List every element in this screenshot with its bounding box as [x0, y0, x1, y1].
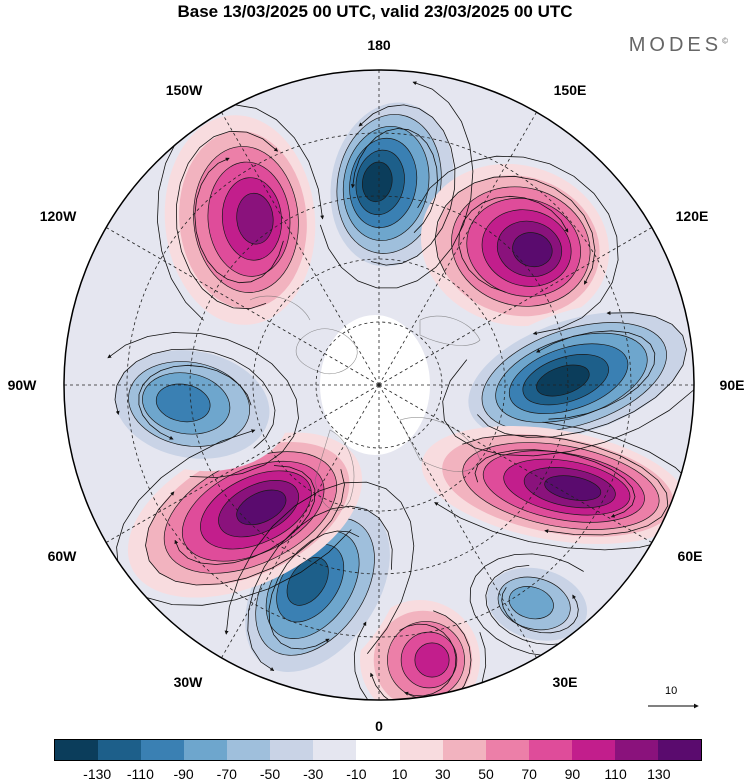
lon-label-60e: 60E: [677, 548, 703, 564]
streamline: [224, 481, 415, 655]
streamline: [477, 311, 687, 438]
lon-label-60w: 60W: [47, 548, 77, 564]
streamline: [417, 155, 619, 336]
meridian-line: [378, 227, 652, 386]
streamline: [175, 130, 279, 310]
colorbar-tick-label: -90: [173, 766, 194, 782]
streamline: [442, 313, 694, 457]
lon-label-150w: 150W: [165, 82, 203, 98]
colorbar-tick-label: -130: [83, 766, 112, 782]
colorbar-cell: [528, 740, 572, 760]
colorbar-cell: [356, 740, 400, 760]
meridian-line: [221, 384, 380, 658]
colorbar-cell: [227, 740, 271, 760]
meridian-line: [221, 112, 380, 386]
map-title: Base 13/03/2025 00 UTC, valid 23/03/2025…: [177, 2, 573, 21]
colorbar-cell: [657, 740, 701, 760]
colorbar-cell: [571, 740, 615, 760]
positive-anomaly: [164, 115, 316, 325]
lon-label-180: 180: [367, 37, 391, 53]
colorbar-tick-label: -110: [126, 766, 154, 782]
colorbar-tick-label: 30: [435, 766, 451, 782]
lon-label-0: 0: [375, 718, 383, 734]
streamline: [501, 587, 579, 634]
streamline: [107, 332, 299, 478]
negative-anomaly: [476, 558, 604, 652]
colorbar-tick-label: 70: [521, 766, 537, 782]
meridian-line: [106, 384, 380, 543]
lon-label-90e: 90E: [719, 377, 745, 393]
lon-label-150e: 150E: [553, 82, 587, 98]
colorbar-cell: [98, 740, 142, 760]
streamline: [462, 434, 669, 536]
streamline: [114, 348, 276, 449]
colorbar-cell: [614, 740, 658, 760]
colorbar-tick-label: 110: [604, 766, 627, 782]
streamline: [268, 530, 360, 650]
streamline: [319, 81, 474, 289]
lon-label-90w: 90W: [7, 377, 37, 393]
positive-anomaly: [127, 432, 363, 598]
meridian-line: [106, 227, 380, 386]
colorbar-tick-label: 50: [478, 766, 494, 782]
modes-logo: MODES©: [628, 34, 728, 56]
colorbar-cell: [399, 740, 443, 760]
colorbar-tick-label: 10: [391, 766, 408, 782]
streamline: [247, 505, 393, 671]
streamline: [434, 175, 596, 285]
lon-label-120e: 120E: [675, 208, 709, 224]
streamline: [458, 195, 569, 293]
streamline: [194, 157, 284, 284]
coastline: [295, 328, 358, 374]
streamline: [474, 449, 636, 518]
colorbar-cell: [55, 740, 99, 760]
colorbar-cell: [313, 740, 357, 760]
colorbar-tick-label: -70: [216, 766, 237, 782]
colorbar-tick-label: -10: [346, 766, 367, 782]
colorbar-tick-label: 90: [564, 766, 581, 782]
positive-anomaly: [421, 425, 689, 545]
streamline: [536, 330, 656, 420]
colorbar-cell: [485, 740, 529, 760]
coastline: [249, 295, 311, 321]
lon-label-30w: 30W: [173, 674, 203, 690]
positive-anomaly: [360, 600, 480, 700]
reference-vector-label: 10: [665, 685, 678, 697]
streamline: [469, 553, 584, 658]
colorbar: [54, 739, 702, 761]
positive-anomaly: [420, 163, 610, 327]
streamline: [351, 128, 438, 233]
streamline: [399, 623, 457, 697]
lon-label-30e: 30E: [552, 674, 578, 690]
meridian-line: [378, 112, 537, 386]
streamline: [358, 104, 456, 266]
colorbar-cell: [442, 740, 486, 760]
streamline: [353, 621, 487, 700]
colorbar-tick-label: -30: [303, 766, 324, 782]
lon-label-120w: 120W: [39, 208, 77, 224]
colorbar-cell: [270, 740, 314, 760]
colorbar-tick-label: 130: [647, 766, 671, 782]
coastline: [419, 315, 481, 346]
colorbar-cell: [184, 740, 228, 760]
negative-anomaly: [100, 338, 290, 472]
polar-cap: [320, 315, 430, 455]
map-border: [63, 69, 695, 701]
meridian-line: [378, 384, 652, 543]
streamline: [138, 364, 252, 440]
streamline: [145, 469, 345, 586]
colorbar-cell: [141, 740, 185, 760]
negative-anomaly: [454, 301, 694, 449]
graticule: [64, 70, 694, 700]
streamline: [174, 465, 316, 565]
anomaly-field: [100, 90, 694, 700]
meridian-line: [378, 384, 537, 658]
colorbar-tick-label: -50: [259, 766, 281, 782]
